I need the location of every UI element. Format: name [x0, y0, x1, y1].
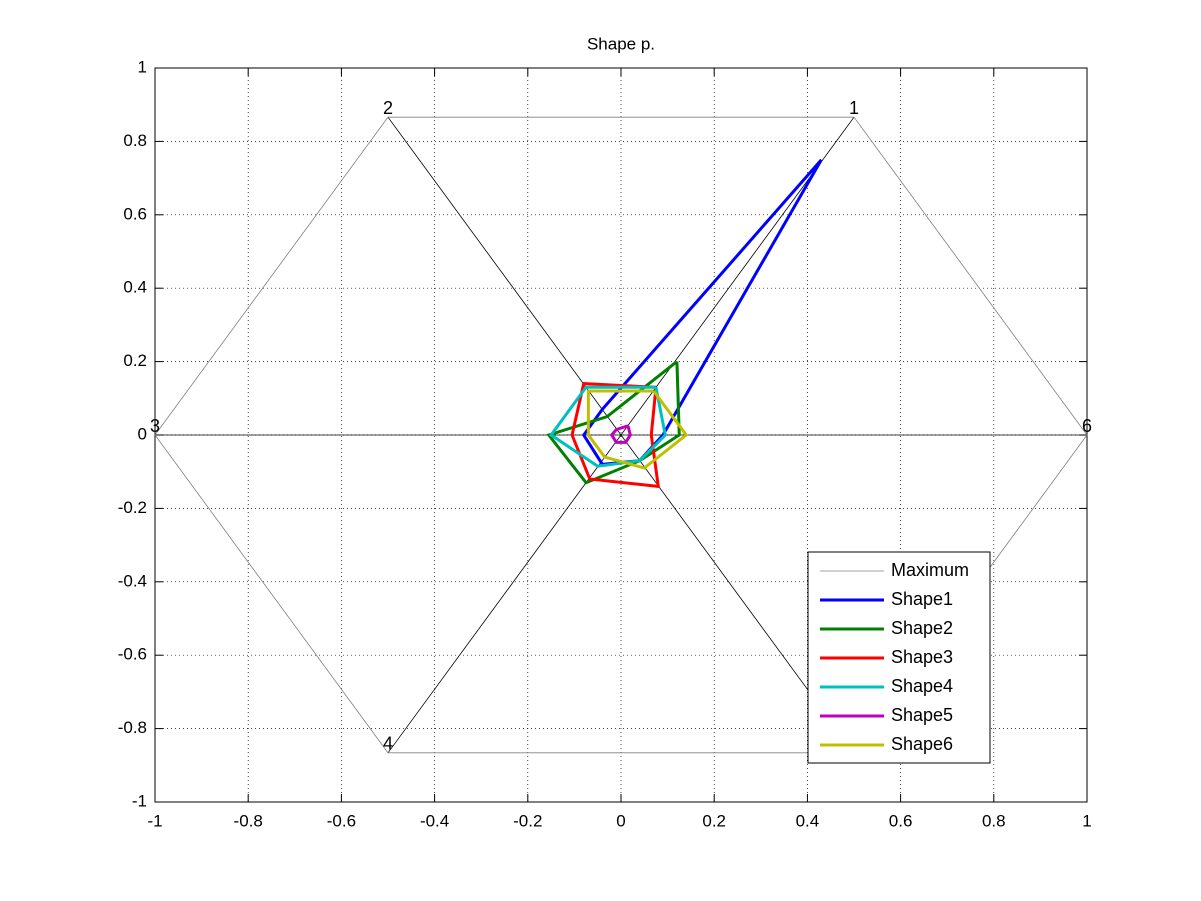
vertex-label: 1 [849, 98, 859, 118]
x-tick-label: 0.6 [889, 811, 913, 830]
series-line [570, 382, 661, 489]
y-tick-label: -0.4 [118, 571, 147, 590]
y-tick-label: -0.8 [118, 718, 147, 737]
y-tick-label: 0 [138, 424, 147, 443]
x-tick-label: -0.4 [420, 811, 449, 830]
series-line [154, 116, 1088, 754]
spoke [387, 116, 622, 436]
chart-title: Shape p. [587, 34, 655, 53]
y-tick-label: -0.2 [118, 498, 147, 517]
y-tick-label: -1 [132, 791, 147, 810]
x-tick-label: -0.8 [234, 811, 263, 830]
vertex-label: 4 [383, 734, 393, 754]
x-tick-label: -0.6 [327, 811, 356, 830]
x-tick-label: 0.8 [982, 811, 1006, 830]
x-tick-label: 0.2 [702, 811, 726, 830]
legend-label: Shape3 [891, 647, 953, 667]
y-tick-label: 0.4 [123, 278, 147, 297]
legend-label: Shape5 [891, 705, 953, 725]
series-line [609, 424, 632, 444]
y-tick-label: 1 [138, 57, 147, 76]
legend-label: Shape4 [891, 676, 953, 696]
vertex-label: 2 [383, 98, 393, 118]
x-tick-label: 1 [1082, 811, 1091, 830]
legend-label: Maximum [891, 560, 969, 580]
y-tick-label: 0.6 [123, 204, 147, 223]
y-tick-label: 0.2 [123, 351, 147, 370]
vertex-label: 3 [150, 416, 160, 436]
legend-label: Shape1 [891, 589, 953, 609]
series-line [546, 360, 681, 485]
series-line [586, 389, 689, 470]
y-tick-label: -0.6 [118, 645, 147, 664]
x-tick-label: -1 [147, 811, 162, 830]
legend-label: Shape6 [891, 734, 953, 754]
x-tick-label: 0.4 [796, 811, 820, 830]
x-tick-label: 0 [616, 811, 625, 830]
y-tick-label: 0.8 [123, 131, 147, 150]
series-line [548, 385, 667, 468]
x-tick-label: -0.2 [513, 811, 542, 830]
spoke [387, 434, 622, 754]
vertex-label: 6 [1082, 416, 1092, 436]
legend-label: Shape2 [891, 618, 953, 638]
